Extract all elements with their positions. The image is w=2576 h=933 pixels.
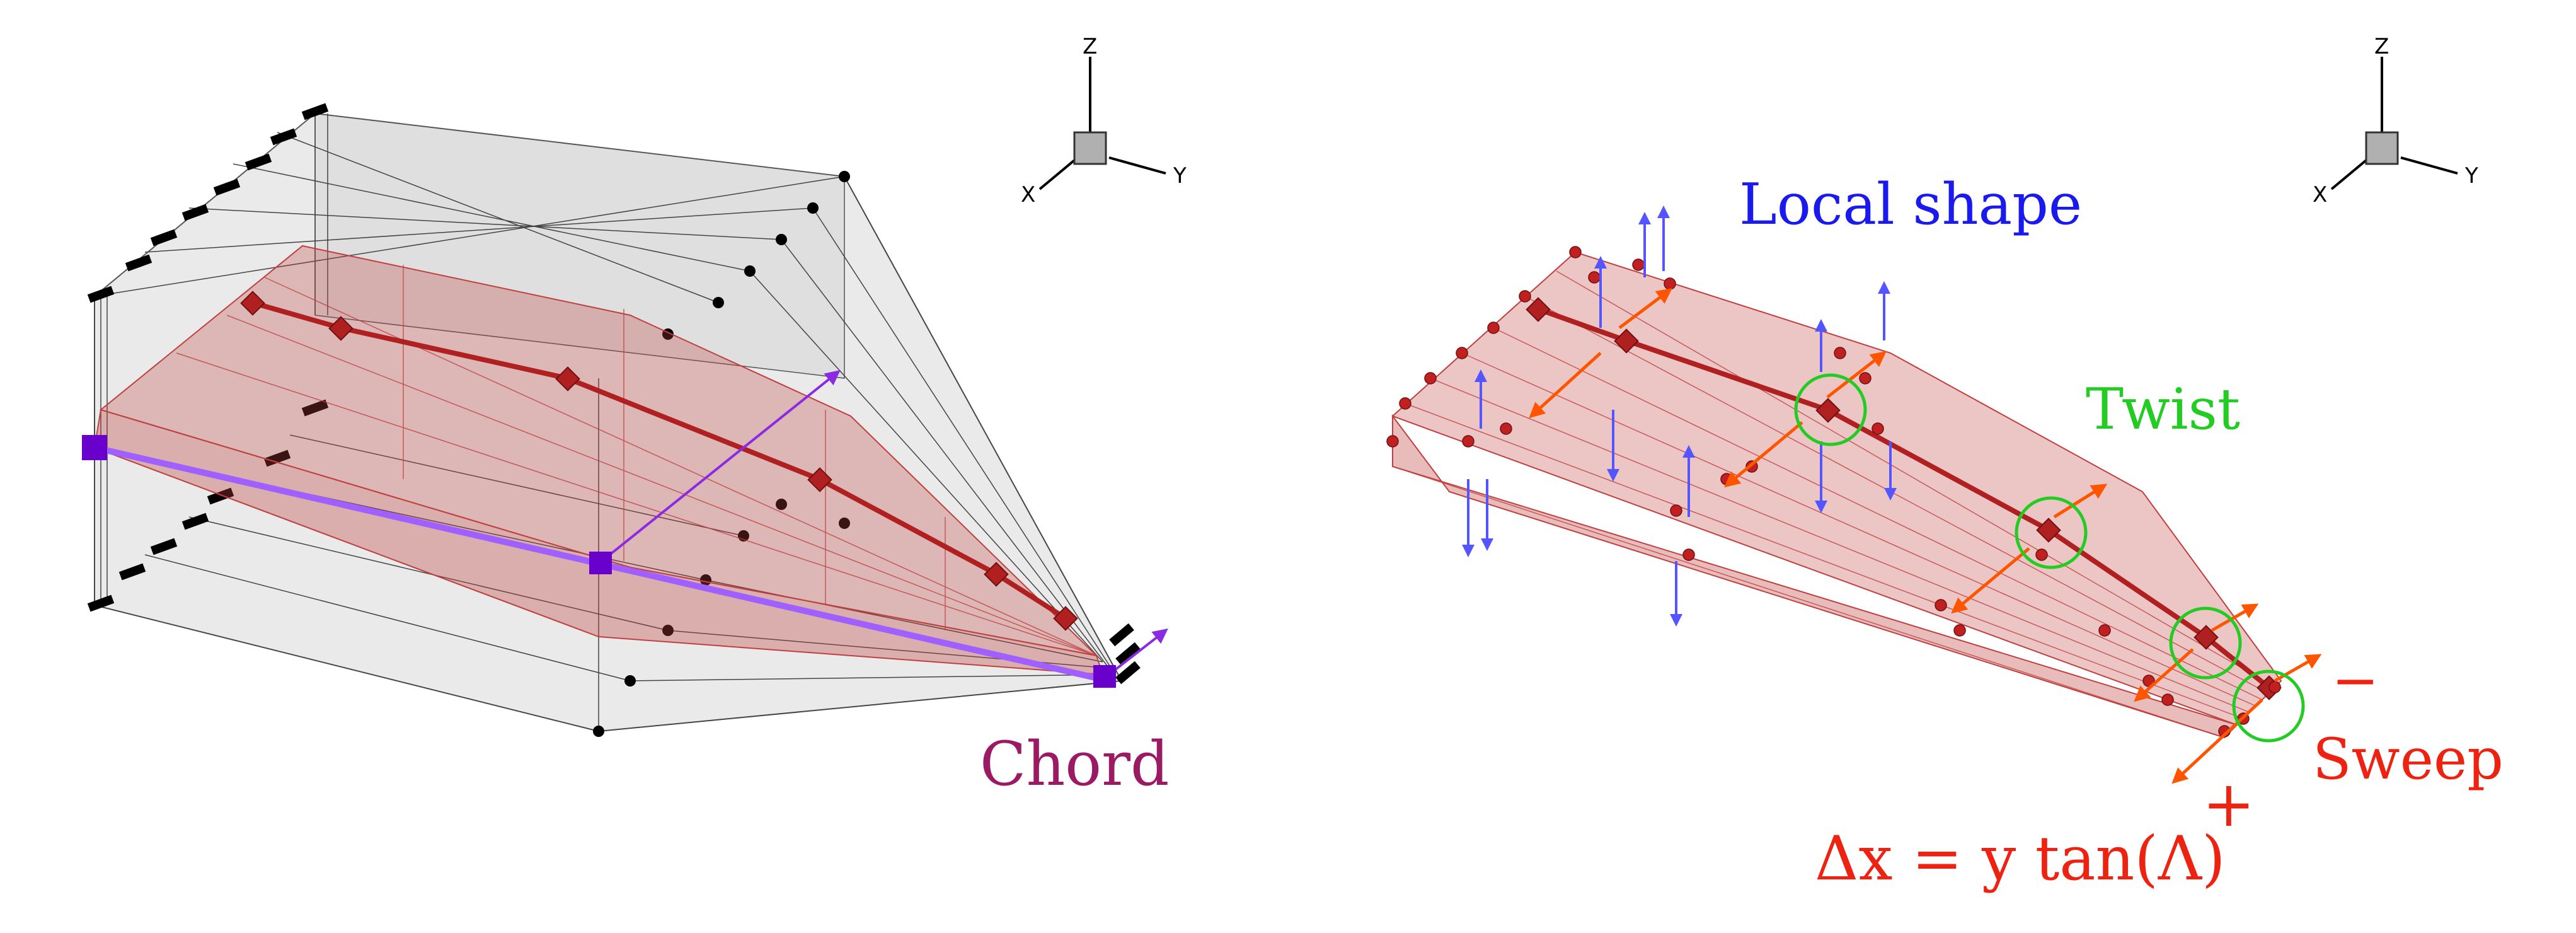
axis-triad-left: Z X Y	[1021, 34, 1187, 207]
twist-label: Twist	[2086, 376, 2240, 443]
chord-arrow-tip	[1108, 629, 1168, 676]
axis-z-label-right: Z	[2374, 34, 2389, 59]
wing-quarter-chord-line	[251, 300, 1067, 620]
frame-control-points	[593, 171, 850, 737]
axis-x-label: X	[1021, 182, 1035, 207]
axis-y-label: Y	[1173, 163, 1187, 188]
local-shape-arrows	[1462, 206, 1897, 627]
axis-x-label-right: X	[2313, 182, 2327, 207]
chord-root-block	[82, 435, 107, 460]
right-panel: Local shape Twist Sweep − + Δx = y tan(Λ…	[1386, 34, 2504, 894]
left-wing	[93, 245, 1104, 676]
axis-z-label: Z	[1083, 34, 1097, 59]
left-panel: Chord Z X Y	[82, 34, 1187, 799]
right-wing-upper	[1391, 251, 2282, 726]
local-shape-label: Local shape	[1739, 171, 2082, 238]
chord-label: Chord	[980, 729, 1169, 799]
minus-label: −	[2332, 647, 2379, 714]
chord-mid-block	[589, 552, 612, 574]
axis-cube-icon	[1073, 131, 1107, 165]
sweep-arrows	[1529, 288, 2322, 784]
chord-tip-block	[1093, 665, 1116, 688]
axis-triad-right: Z X Y	[2313, 34, 2478, 207]
chord-arrow-main	[601, 370, 841, 562]
wing-control-diamonds	[240, 291, 1078, 631]
right-wing-grid	[1392, 270, 2275, 738]
axis-cube-icon-right	[2365, 131, 2399, 165]
axis-y-label-right: Y	[2464, 163, 2478, 188]
formula-label: Δx = y tan(Λ)	[1815, 823, 2226, 894]
right-wing-lower	[1392, 414, 2238, 739]
frame-root-bars	[87, 103, 1141, 685]
ffd-frame	[87, 103, 1141, 737]
twist-circles	[1794, 373, 2305, 743]
plus-label: +	[2202, 767, 2255, 841]
chord-group	[82, 370, 1168, 688]
sweep-label: Sweep	[2313, 726, 2504, 792]
right-quarter-chord	[1536, 306, 2270, 690]
right-wing	[1386, 246, 2282, 739]
